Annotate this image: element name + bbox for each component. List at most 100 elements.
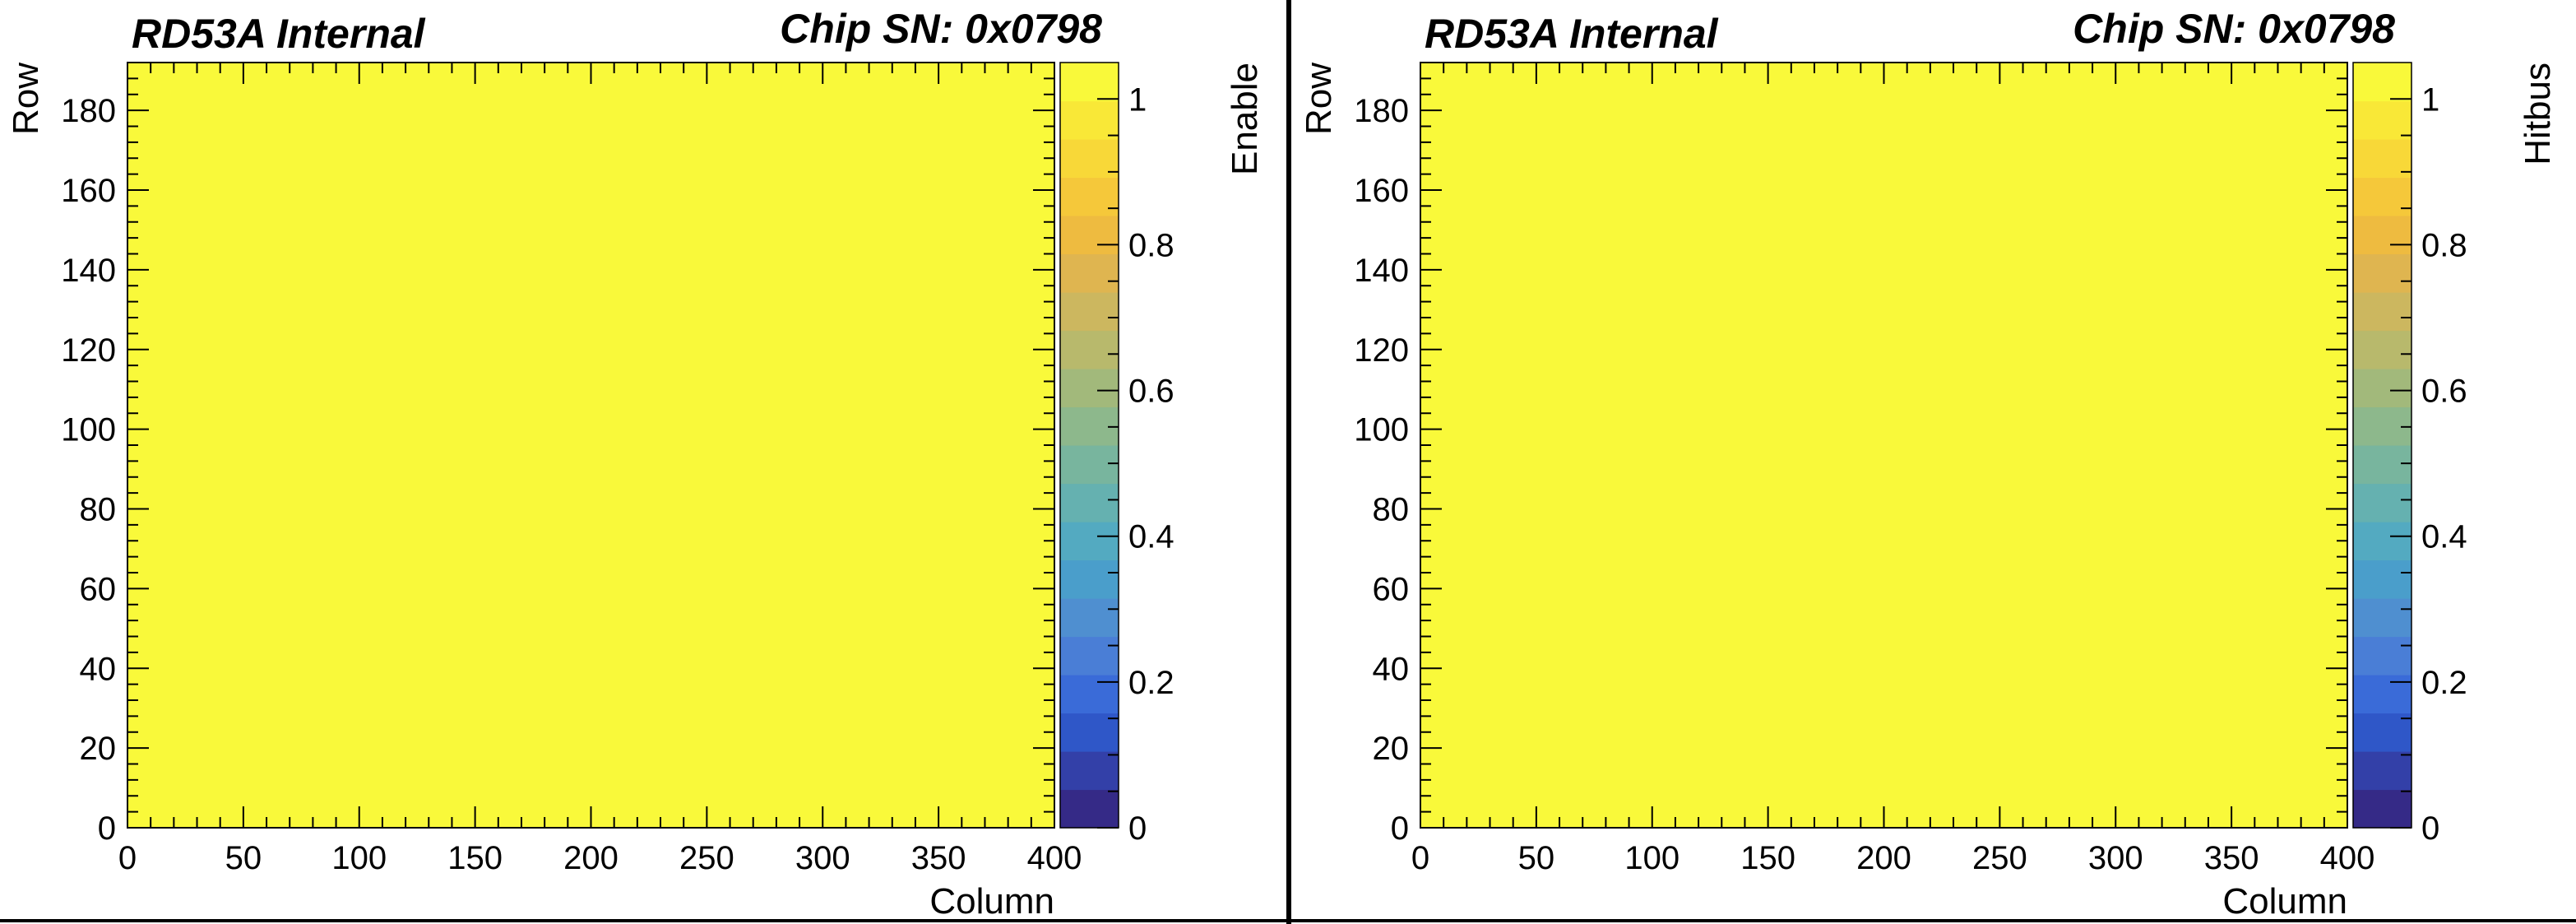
x-tick-label: 100 [331, 840, 387, 876]
x-tick-label: 0 [1411, 840, 1429, 876]
colorbar-swatch [2353, 100, 2412, 140]
colorbar-frame [2352, 62, 2412, 829]
y-tick-label: 20 [1373, 731, 1410, 767]
colorbar-swatch [2353, 253, 2412, 293]
y-tick-label: 0 [1391, 810, 1409, 847]
y-tick-label: 80 [80, 492, 117, 528]
colorbar-swatch [2353, 216, 2412, 255]
y-tick-label: 120 [1354, 332, 1409, 369]
colorbar-swatch [2353, 177, 2412, 216]
y-tick-label: 100 [1354, 412, 1409, 448]
colorbar-swatch [1060, 177, 1119, 216]
y-tick-label: 180 [61, 93, 116, 129]
x-tick-label: 400 [2320, 840, 2375, 876]
colorbar-swatch [2353, 636, 2412, 676]
colorbar-swatch [2353, 522, 2412, 561]
y-tick-label: 180 [1354, 93, 1409, 129]
colorbar-swatch [1060, 483, 1119, 522]
colorbar-swatch [1060, 100, 1119, 140]
x-tick-label: 300 [2088, 840, 2143, 876]
colorbar-tick-label: 0.4 [1128, 519, 1174, 555]
colorbar-swatch [2353, 560, 2412, 599]
colorbar-tick-label: 0.6 [1128, 374, 1174, 410]
x-tick-label: 400 [1027, 840, 1082, 876]
colorbar-swatch [1060, 369, 1119, 408]
x-tick-label: 350 [2204, 840, 2259, 876]
colorbar-tick-label: 0.2 [2421, 665, 2467, 701]
colorbar-swatch [2353, 330, 2412, 369]
colorbar-tick-label: 1 [1128, 81, 1147, 118]
colorbar-frame [1059, 62, 1119, 829]
x-tick-label: 100 [1624, 840, 1679, 876]
colorbar-tick-label: 1 [2421, 81, 2439, 118]
y-tick-label: 20 [80, 731, 117, 767]
x-tick-label: 50 [1518, 840, 1555, 876]
colorbar-swatch [1060, 598, 1119, 638]
colorbar-swatch [1060, 789, 1119, 829]
colorbar-swatch [1060, 292, 1119, 332]
colorbar-swatch [1060, 330, 1119, 369]
x-tick-label: 350 [911, 840, 966, 876]
heatmap-cells [1420, 63, 2347, 828]
colorbar-tick-label: 0 [2421, 810, 2439, 847]
colorbar-swatch [2353, 713, 2412, 752]
y-tick-label: 160 [61, 173, 116, 209]
colorbar-swatch [1060, 522, 1119, 561]
y-tick-label: 120 [61, 332, 116, 369]
colorbar-tick-label: 0.8 [1128, 227, 1174, 263]
colorbar-swatch [1060, 560, 1119, 599]
colorbar-swatch [1060, 63, 1119, 102]
y-tick-label: 0 [98, 810, 116, 847]
colorbar-swatch [1060, 713, 1119, 752]
x-tick-label: 200 [1856, 840, 1911, 876]
colorbar-swatch [2353, 63, 2412, 102]
x-tick-label: 150 [1740, 840, 1795, 876]
colorbar-swatch [2353, 292, 2412, 332]
colorbar-swatch [2353, 483, 2412, 522]
colorbar-swatch [1060, 751, 1119, 791]
colorbar-swatch [2353, 751, 2412, 791]
y-tick-label: 100 [61, 412, 116, 448]
colorbar-tick-label: 0 [1128, 810, 1147, 847]
colorbar-swatch [2353, 598, 2412, 638]
chart-title-right: Chip SN: 0x0798 [2073, 6, 2395, 52]
colorbar-swatch [2353, 789, 2412, 829]
heatmap-cells [127, 63, 1054, 828]
colorbar-tick-label: 0.8 [2421, 227, 2467, 263]
colorbar-tick-label: 0.4 [2421, 519, 2467, 555]
x-axis-label: Column [2222, 881, 2347, 922]
x-axis-label: Column [929, 881, 1054, 922]
chart-title-left: RD53A Internal [1425, 11, 1719, 57]
colorbar-swatch [1060, 253, 1119, 293]
y-tick-label: 160 [1354, 173, 1409, 209]
y-axis-label: Row [1299, 63, 1339, 135]
colorbar-tick-label: 0.6 [2421, 374, 2467, 410]
chart-title-left: RD53A Internal [132, 11, 426, 57]
x-tick-label: 0 [118, 840, 137, 876]
colorbar-swatch [2353, 445, 2412, 485]
chart-title-right: Chip SN: 0x0798 [780, 6, 1102, 52]
y-tick-label: 140 [61, 253, 116, 289]
y-axis-label: Row [6, 63, 46, 135]
colorbar-swatch [1060, 445, 1119, 485]
colorbar-label: Enable [1225, 63, 1265, 175]
y-tick-label: 80 [1373, 492, 1410, 528]
colorbar-label: Hitbus [2518, 63, 2558, 165]
colorbar-swatch [1060, 675, 1119, 714]
x-tick-label: 300 [795, 840, 850, 876]
y-tick-label: 40 [1373, 651, 1410, 687]
colorbar-swatch [1060, 636, 1119, 676]
x-tick-label: 250 [1972, 840, 2027, 876]
y-tick-label: 60 [80, 571, 117, 607]
y-tick-label: 140 [1354, 253, 1409, 289]
y-tick-label: 60 [1373, 571, 1410, 607]
colorbar-swatch [2353, 675, 2412, 714]
colorbar-tick-label: 0.2 [1128, 665, 1174, 701]
colorbar-swatch [1060, 216, 1119, 255]
x-tick-label: 250 [679, 840, 734, 876]
x-tick-label: 150 [447, 840, 503, 876]
x-tick-label: 50 [225, 840, 262, 876]
